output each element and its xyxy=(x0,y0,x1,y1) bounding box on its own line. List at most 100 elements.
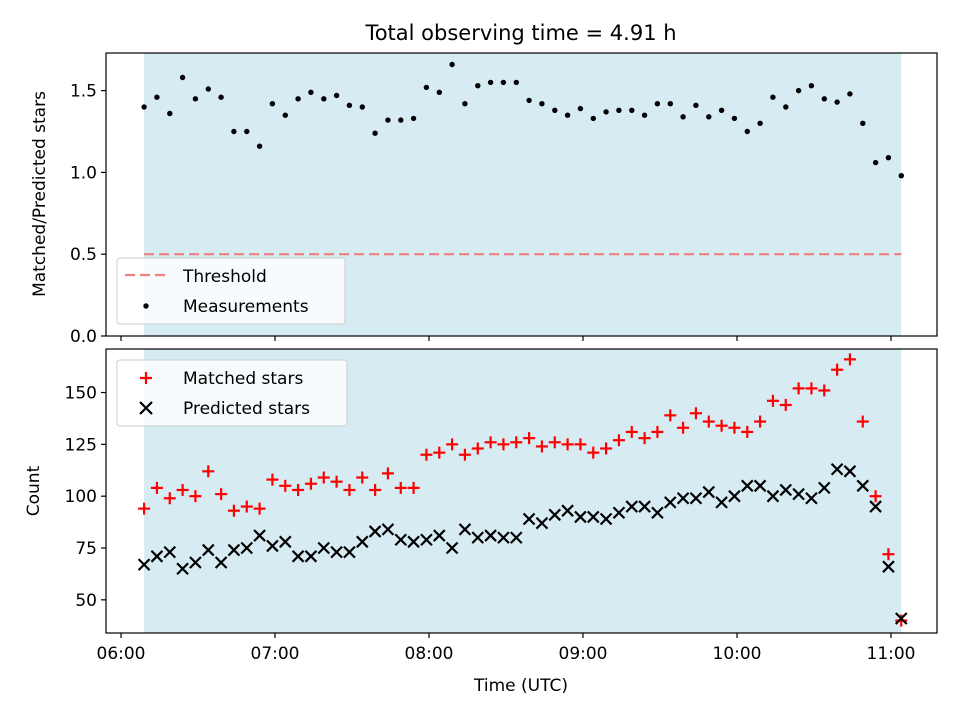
matched-star-point xyxy=(792,382,805,395)
predicted-star-point xyxy=(817,481,831,495)
matched-star-point xyxy=(895,614,908,627)
predicted-star-point xyxy=(740,479,754,493)
predicted-star-point xyxy=(509,531,523,544)
measurement-point xyxy=(744,128,750,135)
predicted-star-point xyxy=(689,491,703,505)
predicted-star-point xyxy=(638,500,651,513)
bottom-y-tick-label: 100 xyxy=(65,487,97,507)
measurement-point xyxy=(410,115,417,122)
measurement-point xyxy=(449,61,455,68)
matched-star-point xyxy=(189,490,202,503)
matched-star-point xyxy=(677,421,690,434)
predicted-star-point xyxy=(766,489,780,503)
predicted-star-point xyxy=(330,545,343,559)
predicted-star-point xyxy=(355,535,369,549)
measurement-point xyxy=(654,101,661,107)
measurement-point xyxy=(526,97,532,104)
measurement-point xyxy=(321,96,327,102)
chart-title: Total observing time = 4.91 h xyxy=(364,21,676,45)
top-legend-box xyxy=(116,257,346,325)
predicted-star-point xyxy=(599,512,613,526)
matched-star-point xyxy=(831,363,844,376)
top-y-tick-label: 1.5 xyxy=(70,82,97,102)
measurement-point xyxy=(231,128,237,135)
predicted-star-point xyxy=(612,506,626,520)
measurement-point xyxy=(269,101,276,107)
matched-star-point xyxy=(163,492,176,505)
measurement-point xyxy=(885,155,892,161)
matched-star-point xyxy=(587,446,600,459)
matched-star-point xyxy=(369,483,382,496)
top-axes-frame xyxy=(105,52,938,337)
matched-star-point xyxy=(471,442,484,455)
predicted-star-point xyxy=(304,550,318,563)
measurement-point xyxy=(192,96,199,102)
bottom-x-axis-ticks: 06:00 07:00 08:00 09:00 10:00 11:00 xyxy=(97,633,916,664)
predicted-star-point xyxy=(227,543,241,557)
matched-star-point xyxy=(882,548,895,561)
measurement-point xyxy=(462,101,468,107)
matched-star-point xyxy=(279,479,292,492)
matched-legend-swatch xyxy=(140,372,152,384)
x-tick-label: 07:00 xyxy=(251,644,300,664)
predicted-star-point xyxy=(150,550,164,563)
measurement-point xyxy=(218,94,224,100)
matched-star-point xyxy=(728,421,741,434)
x-tick-label: 06:00 xyxy=(97,644,146,664)
matched-star-point xyxy=(574,438,587,451)
measurement-point xyxy=(500,79,507,86)
measurement-point xyxy=(436,89,442,96)
measurement-point xyxy=(718,107,725,114)
predicted-star-point xyxy=(561,504,574,517)
bottom-legend: Matched stars Predicted stars xyxy=(116,359,348,427)
predicted-star-point xyxy=(163,545,177,559)
measurement-point xyxy=(706,114,712,120)
predicted-star-point xyxy=(240,541,254,555)
matched-star-point xyxy=(754,415,767,428)
measurement-point xyxy=(629,107,635,114)
matched-star-point xyxy=(420,448,433,461)
threshold-legend-label: Threshold xyxy=(182,267,267,287)
matched-star-point xyxy=(381,467,394,480)
predicted-star-point xyxy=(702,485,716,499)
predicted-star-point xyxy=(651,506,664,520)
measurement-point xyxy=(795,87,802,94)
measurement-point xyxy=(333,92,340,99)
predicted-star-point xyxy=(278,535,292,549)
measurement-point xyxy=(205,86,211,92)
measurement-point xyxy=(359,104,365,110)
matched-star-point xyxy=(651,425,664,438)
measurement-point xyxy=(475,83,481,89)
x-tick-label: 11:00 xyxy=(867,644,916,664)
matched-legend-label: Matched stars xyxy=(183,369,303,389)
predicted-star-point xyxy=(753,479,767,493)
matched-star-point xyxy=(138,502,151,515)
matched-star-point xyxy=(317,471,330,484)
top-y-axis-label: Matched/Predicted stars xyxy=(30,91,50,297)
matched-star-point xyxy=(856,415,869,428)
predicted-star-point xyxy=(368,525,382,538)
top-measurements-group xyxy=(141,61,904,179)
matched-star-point xyxy=(548,436,561,449)
predicted-star-point xyxy=(779,483,793,497)
predicted-star-point xyxy=(189,556,202,569)
predicted-star-point xyxy=(137,558,151,571)
matched-star-point xyxy=(458,448,471,461)
predicted-star-point xyxy=(471,531,485,544)
predicted-star-point xyxy=(291,550,305,563)
measurement-point xyxy=(244,128,250,135)
predicted-star-point xyxy=(214,556,228,569)
measurement-point xyxy=(539,101,545,107)
measurement-point xyxy=(141,104,147,110)
predicted-star-point xyxy=(805,491,818,505)
measurement-point xyxy=(385,117,391,123)
predicted-star-point xyxy=(574,510,587,524)
matched-star-point xyxy=(625,425,638,438)
predicted-star-point xyxy=(715,496,728,509)
predicted-star-point xyxy=(176,562,189,576)
predicted-star-point xyxy=(407,535,420,549)
x-tick-label: 10:00 xyxy=(713,644,762,664)
x-tick-label: 09:00 xyxy=(559,644,608,664)
matched-star-point xyxy=(176,483,189,496)
bottom-panel: 50 75 100 125 150 06:00 07:00 08:00 09:00 10:00 1… xyxy=(24,348,938,696)
